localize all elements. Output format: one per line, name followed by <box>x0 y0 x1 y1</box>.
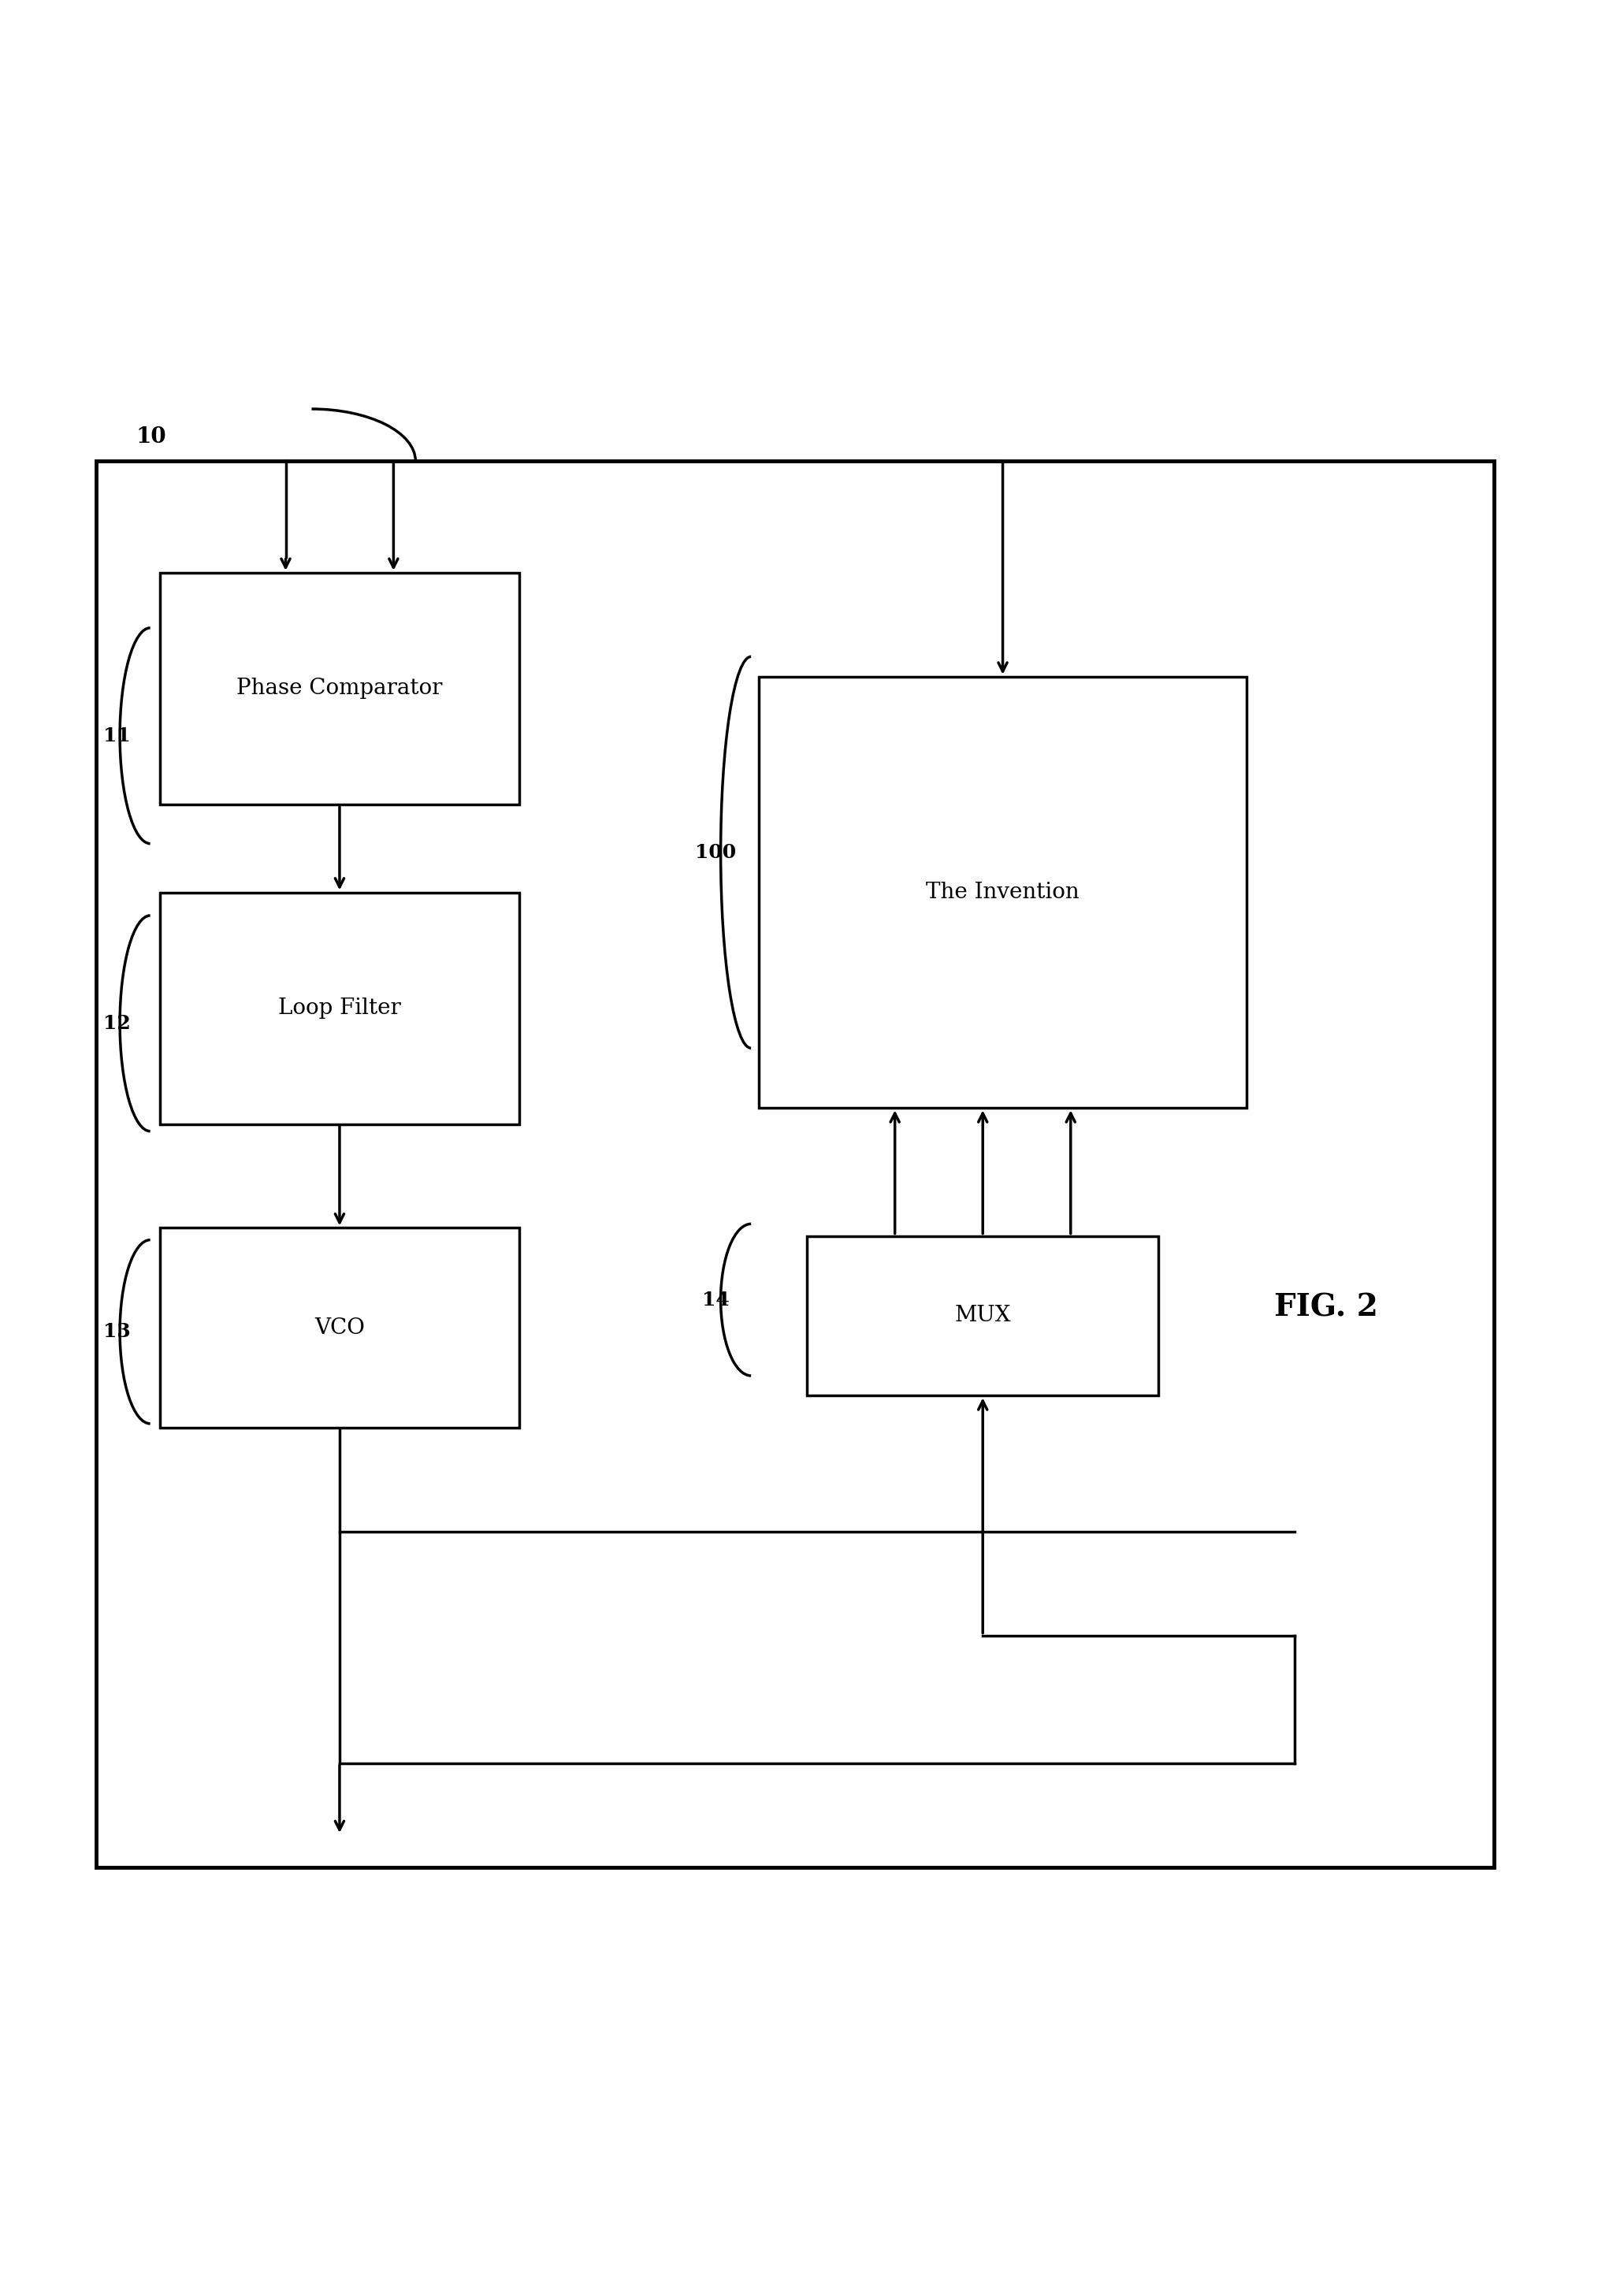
Text: Loop Filter: Loop Filter <box>278 996 401 1019</box>
FancyBboxPatch shape <box>807 1235 1159 1396</box>
Text: 10: 10 <box>136 427 166 448</box>
FancyBboxPatch shape <box>160 1228 519 1428</box>
FancyBboxPatch shape <box>759 677 1246 1109</box>
Text: FIG. 2: FIG. 2 <box>1274 1293 1379 1322</box>
Text: MUX: MUX <box>954 1304 1012 1327</box>
Text: 14: 14 <box>702 1290 730 1309</box>
FancyBboxPatch shape <box>160 893 519 1125</box>
Text: 13: 13 <box>102 1322 131 1341</box>
Text: 100: 100 <box>695 843 737 861</box>
Text: VCO: VCO <box>315 1318 364 1339</box>
Text: 11: 11 <box>102 726 131 746</box>
Text: Phase Comparator: Phase Comparator <box>237 677 443 700</box>
FancyBboxPatch shape <box>96 461 1494 1867</box>
Text: 12: 12 <box>102 1015 131 1033</box>
FancyBboxPatch shape <box>160 572 519 804</box>
Text: The Invention: The Invention <box>925 882 1080 902</box>
